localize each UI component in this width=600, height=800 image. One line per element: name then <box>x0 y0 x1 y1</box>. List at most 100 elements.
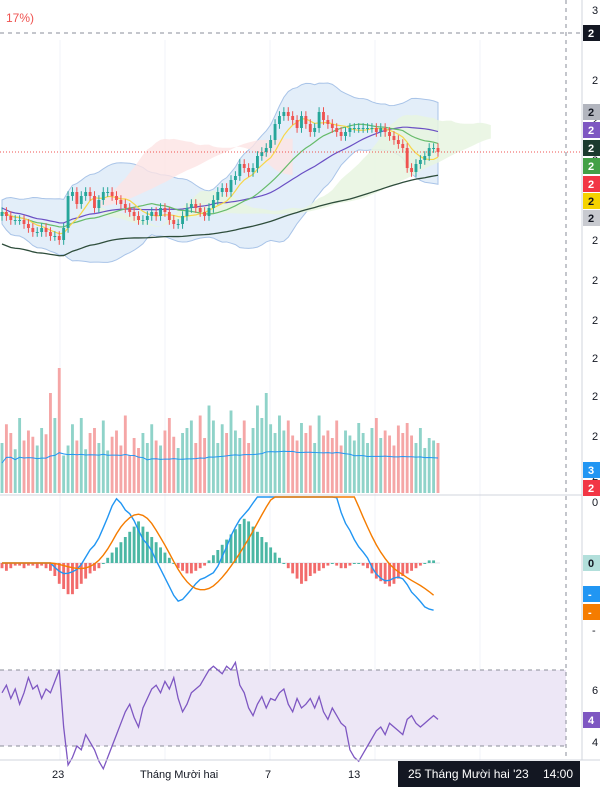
volume-bar <box>106 450 110 493</box>
candle-body <box>194 204 198 208</box>
volume-bar <box>49 393 52 493</box>
candle-body <box>216 192 220 200</box>
volume-bar <box>348 435 352 493</box>
macd-histogram-bar <box>286 563 290 569</box>
macd-axis[interactable]: 0-0-- <box>583 497 600 637</box>
candle-body <box>330 124 334 128</box>
candle-body <box>414 164 418 172</box>
candle-body <box>22 220 26 224</box>
macd-histogram-bar <box>57 563 61 584</box>
volume-bar <box>137 448 140 493</box>
macd-histogram-bar <box>366 563 369 569</box>
rsi-axis[interactable]: 6 4 4 <box>583 685 600 749</box>
macd-tag <box>583 555 600 571</box>
macd-tag-label: - <box>588 607 592 619</box>
volume-bar <box>167 418 171 493</box>
candle-body <box>26 224 30 228</box>
candle-body <box>233 176 237 180</box>
volume-bar <box>401 433 405 493</box>
rsi-band-background <box>0 670 566 746</box>
volume-bar <box>110 436 114 493</box>
macd-histogram-bar <box>211 555 215 563</box>
time-cursor-label-box <box>398 761 580 787</box>
time-tick-label: 23 <box>52 769 64 781</box>
candle-body <box>137 216 140 220</box>
price-tick-label: 2 <box>592 315 598 327</box>
volume-bar <box>18 418 22 493</box>
time-axis[interactable]: 23 Tháng Mười hai 7 13 25 Tháng Mười hai… <box>52 761 580 787</box>
candle-body <box>423 156 427 160</box>
macd-histogram-bar <box>84 563 88 579</box>
macd-histogram-bar <box>344 563 347 569</box>
macd-histogram-bar <box>401 563 405 576</box>
macd-histogram-bar <box>66 563 70 595</box>
macd-histogram-bar <box>427 560 431 563</box>
time-tick-label: Tháng Mười hai <box>140 769 218 781</box>
candle-body <box>370 128 374 129</box>
price-tag <box>583 193 600 209</box>
volume-bar <box>233 430 237 493</box>
macd-histogram-bar <box>163 552 167 563</box>
candle-body <box>110 192 114 196</box>
candle-body <box>291 116 295 120</box>
macd-tick-label: - <box>592 625 596 637</box>
price-tag-label: 2 <box>588 483 594 495</box>
candle-body <box>207 208 211 216</box>
volume-bar <box>414 443 418 493</box>
price-pane[interactable] <box>0 40 582 760</box>
candle-body <box>75 192 79 204</box>
volume-bar <box>264 393 268 493</box>
macd-histogram-bar <box>26 563 30 566</box>
macd-histogram-bar <box>9 563 13 569</box>
price-axis[interactable]: 3222222222222222222232 <box>583 5 600 496</box>
macd-histogram-bar <box>62 563 66 589</box>
volume-bar <box>247 443 251 493</box>
volume-bar <box>88 433 92 493</box>
macd-histogram-bar <box>137 521 140 563</box>
volume-bar <box>308 425 312 493</box>
macd-histogram-bar <box>71 563 74 595</box>
macd-histogram-bar <box>79 563 83 584</box>
candle-body <box>93 196 96 208</box>
macd-histogram-bar <box>49 563 52 571</box>
volume-bar <box>57 368 61 493</box>
volume-bar <box>75 440 79 493</box>
macd-histogram-bar <box>154 542 158 563</box>
volume-bar <box>4 424 8 493</box>
volume-ma-line <box>1 450 439 464</box>
candle-body <box>66 196 70 228</box>
macd-histogram-bar <box>106 557 110 563</box>
macd-histogram-bar <box>247 521 251 563</box>
candle-body <box>0 212 4 216</box>
volume-bar <box>181 433 184 493</box>
macd-pane <box>0 496 440 611</box>
volume-bar <box>71 424 74 493</box>
volume-bar <box>432 440 436 493</box>
macd-histogram-bar <box>203 563 207 566</box>
candle-body <box>242 164 246 168</box>
macd-histogram-bar <box>128 531 132 563</box>
macd-histogram-bar <box>115 547 118 563</box>
candle-body <box>211 200 215 208</box>
volume-bar <box>436 443 440 493</box>
volume-pane <box>0 368 440 493</box>
candle-body <box>264 148 268 152</box>
macd-histogram-bar <box>225 539 229 563</box>
volume-bar <box>330 438 334 493</box>
price-tag-label: 2 <box>588 107 594 119</box>
candle-body <box>383 128 387 132</box>
volume-bar <box>145 443 149 493</box>
volume-bar <box>278 415 281 493</box>
candle-body <box>313 128 317 132</box>
macd-histogram-bar <box>352 563 356 564</box>
candle-body <box>295 120 299 128</box>
volume-bar <box>361 433 365 493</box>
macd-histogram-bar <box>238 524 242 563</box>
candle-body <box>145 216 149 220</box>
moving-average-fast-line <box>1 118 439 235</box>
volume-bar <box>339 445 343 493</box>
candle-body <box>88 192 92 196</box>
macd-histogram-bar <box>216 550 220 563</box>
price-tag-label: 2 <box>588 179 594 191</box>
